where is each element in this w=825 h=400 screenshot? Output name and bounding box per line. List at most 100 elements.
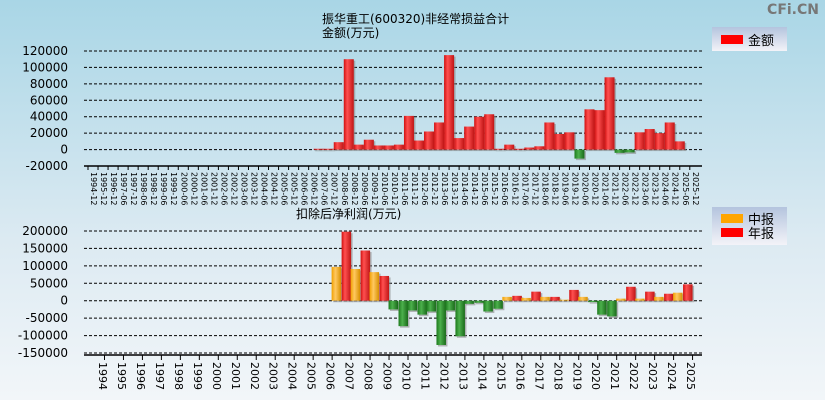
x-tick-label: 2024-12 xyxy=(671,172,680,205)
x-tick-label: 2013-12 xyxy=(450,172,459,205)
bar-half-year xyxy=(331,266,342,301)
x-tick-label: 2009-12 xyxy=(370,172,379,205)
chart1-ylabel: 金额(万元) xyxy=(322,26,380,40)
bar-half-year xyxy=(578,296,588,301)
bar-half-year xyxy=(407,300,417,311)
x-tick-label: 2001-06 xyxy=(199,172,208,205)
x-tick-label: 2014 xyxy=(475,362,488,390)
legend-item-amount: 金额 xyxy=(721,32,787,49)
y-tick-label: 0 xyxy=(60,143,68,157)
bar-annual-shadow xyxy=(589,302,600,304)
bar-half-year xyxy=(521,297,531,301)
bar-annual xyxy=(493,300,503,309)
x-tick-label: 2019 xyxy=(570,362,583,390)
bar-annual xyxy=(455,300,465,337)
bar-annual xyxy=(512,295,522,301)
bar-amount xyxy=(444,55,455,150)
x-tick-label: 2017 xyxy=(532,362,545,390)
x-tick-label: 1998-12 xyxy=(149,172,158,205)
x-tick-label: 1997-06 xyxy=(119,172,128,205)
x-tick-label: 2015 xyxy=(494,362,507,390)
bar-half-year xyxy=(350,268,361,301)
x-tick-label: 2002-12 xyxy=(229,172,238,205)
bar-amount xyxy=(343,59,354,150)
x-tick-label: 2024-06 xyxy=(661,172,670,205)
x-tick-label: 2001-12 xyxy=(209,172,218,205)
bar-half-year xyxy=(483,300,493,312)
legend-swatch xyxy=(721,227,743,237)
y-tick-label: -50000 xyxy=(25,311,68,325)
x-tick-label: 2011-12 xyxy=(410,172,419,205)
bar-amount xyxy=(524,147,535,150)
x-tick-label: 2020-06 xyxy=(580,172,589,205)
x-tick-label: 2020 xyxy=(589,362,602,390)
chart1-legend: 金额 xyxy=(712,27,787,51)
x-tick-label: 2001 xyxy=(229,362,242,390)
bar-amount xyxy=(654,133,665,150)
bar-amount xyxy=(383,145,394,150)
bar-amount xyxy=(534,146,545,150)
bar-amount xyxy=(333,142,344,150)
bar-amount-shadow xyxy=(515,150,526,152)
x-tick-label: 2017-06 xyxy=(520,172,529,205)
x-tick-label: 1995-12 xyxy=(99,172,108,205)
bar-amount xyxy=(353,144,364,150)
x-tick-label: 2010 xyxy=(400,362,413,390)
x-tick-label: 2019-06 xyxy=(560,172,569,205)
x-tick-label: 2017-12 xyxy=(530,172,539,205)
y-tick-label: -100000 xyxy=(18,329,68,343)
legend-label: 中报 xyxy=(748,212,775,228)
bar-half-year-shadow xyxy=(522,299,533,303)
bar-amount xyxy=(634,132,645,150)
chart2-legend: 中报 年报 xyxy=(712,207,787,245)
x-tick-label: 2016-12 xyxy=(510,172,519,205)
x-tick-label: 1997 xyxy=(153,362,166,390)
bar-amount xyxy=(604,77,615,150)
bar-amount xyxy=(454,138,465,150)
y-tick-label: 80000 xyxy=(30,77,68,91)
x-tick-label: 2005-12 xyxy=(290,172,299,205)
x-tick-label: 1994-12 xyxy=(89,172,98,205)
bar-annual xyxy=(474,300,484,303)
bar-half-year xyxy=(464,300,474,304)
x-tick-label: 2007 xyxy=(343,362,356,390)
x-tick-label: 2005 xyxy=(305,362,318,390)
bar-annual xyxy=(607,300,617,317)
bar-amount xyxy=(564,132,575,150)
x-tick-label: 2006 xyxy=(324,362,337,390)
bar-amount xyxy=(474,116,485,150)
legend-item-annual: 年报 xyxy=(721,225,787,242)
x-tick-label: 1997-12 xyxy=(129,172,138,205)
x-tick-label: 2019-12 xyxy=(570,172,579,205)
bar-amount xyxy=(544,122,555,150)
y-tick-label: 100000 xyxy=(22,60,68,74)
bar-half-year xyxy=(426,300,436,312)
x-tick-label: 2012 xyxy=(437,362,450,390)
bar-amount xyxy=(323,148,334,150)
x-tick-label: 1996-12 xyxy=(109,172,118,205)
x-tick-label: 2000-06 xyxy=(179,172,188,205)
bar-amount xyxy=(644,129,655,150)
bar-amount xyxy=(403,115,414,150)
bar-half-year xyxy=(388,300,399,310)
x-tick-label: 2015-12 xyxy=(490,172,499,205)
bar-amount xyxy=(664,122,675,150)
bar-half-year xyxy=(502,296,512,301)
x-tick-label: 2023-06 xyxy=(641,172,650,205)
bar-amount xyxy=(554,133,565,150)
bar-annual xyxy=(417,300,427,315)
x-tick-label: 2012-06 xyxy=(420,172,429,205)
x-tick-label: 2005-06 xyxy=(280,172,289,205)
bar-annual xyxy=(683,284,693,301)
bar-annual xyxy=(360,250,371,301)
bar-annual xyxy=(436,300,446,345)
bar-half-year-shadow xyxy=(617,300,628,303)
bar-half-year xyxy=(540,296,550,301)
bar-amount xyxy=(514,148,525,150)
y-tick-label: 100000 xyxy=(22,259,68,273)
bar-half-year xyxy=(635,298,645,301)
y-tick-label: 150000 xyxy=(22,241,68,255)
bar-amount xyxy=(594,110,605,150)
bar-annual xyxy=(588,300,598,303)
x-tick-label: 2003-06 xyxy=(239,172,248,205)
